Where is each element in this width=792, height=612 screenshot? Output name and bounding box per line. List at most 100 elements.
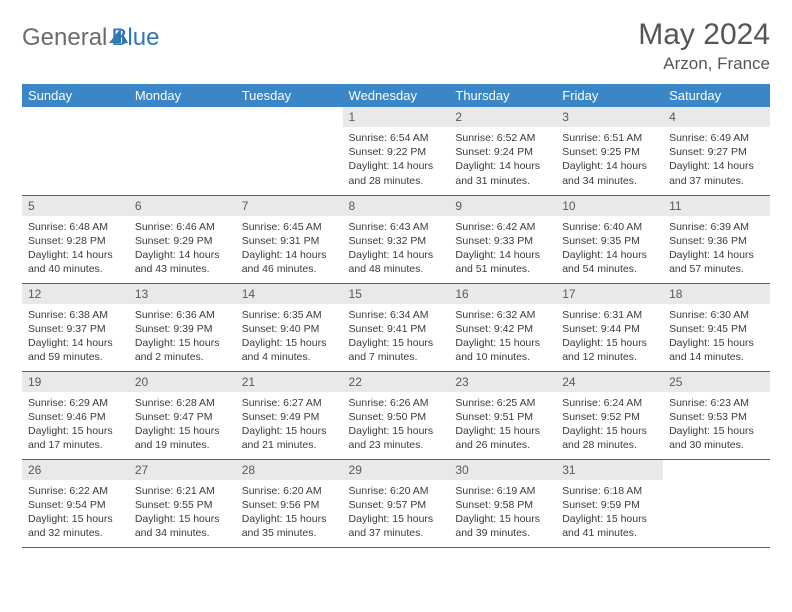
sunset-line: Sunset: 9:22 PM	[349, 145, 444, 159]
calendar-cell: 25Sunrise: 6:23 AMSunset: 9:53 PMDayligh…	[663, 371, 770, 459]
day-number: 24	[556, 372, 663, 392]
calendar-cell: 28Sunrise: 6:20 AMSunset: 9:56 PMDayligh…	[236, 459, 343, 547]
sunset-line: Sunset: 9:59 PM	[562, 498, 657, 512]
day-details: Sunrise: 6:52 AMSunset: 9:24 PMDaylight:…	[449, 127, 556, 194]
day-details: Sunrise: 6:21 AMSunset: 9:55 PMDaylight:…	[129, 480, 236, 547]
calendar-cell: 30Sunrise: 6:19 AMSunset: 9:58 PMDayligh…	[449, 459, 556, 547]
sunrise-line: Sunrise: 6:26 AM	[349, 396, 444, 410]
day-details: Sunrise: 6:54 AMSunset: 9:22 PMDaylight:…	[343, 127, 450, 194]
calendar-cell: 31Sunrise: 6:18 AMSunset: 9:59 PMDayligh…	[556, 459, 663, 547]
day-number: 22	[343, 372, 450, 392]
calendar-cell: 5Sunrise: 6:48 AMSunset: 9:28 PMDaylight…	[22, 195, 129, 283]
sunrise-line: Sunrise: 6:32 AM	[455, 308, 550, 322]
calendar-cell: 3Sunrise: 6:51 AMSunset: 9:25 PMDaylight…	[556, 107, 663, 195]
day-header: Monday	[129, 84, 236, 107]
calendar-row: 1Sunrise: 6:54 AMSunset: 9:22 PMDaylight…	[22, 107, 770, 195]
day-number: 20	[129, 372, 236, 392]
day-number: 26	[22, 460, 129, 480]
calendar-cell: 8Sunrise: 6:43 AMSunset: 9:32 PMDaylight…	[343, 195, 450, 283]
sunrise-line: Sunrise: 6:45 AM	[242, 220, 337, 234]
calendar-cell: 19Sunrise: 6:29 AMSunset: 9:46 PMDayligh…	[22, 371, 129, 459]
day-number: 19	[22, 372, 129, 392]
daylight-line: Daylight: 14 hours and 43 minutes.	[135, 248, 230, 276]
calendar-cell: 4Sunrise: 6:49 AMSunset: 9:27 PMDaylight…	[663, 107, 770, 195]
sunset-line: Sunset: 9:27 PM	[669, 145, 764, 159]
day-details: Sunrise: 6:46 AMSunset: 9:29 PMDaylight:…	[129, 216, 236, 283]
daylight-line: Daylight: 14 hours and 46 minutes.	[242, 248, 337, 276]
calendar-row: 5Sunrise: 6:48 AMSunset: 9:28 PMDaylight…	[22, 195, 770, 283]
sunrise-line: Sunrise: 6:20 AM	[242, 484, 337, 498]
daylight-line: Daylight: 15 hours and 14 minutes.	[669, 336, 764, 364]
daylight-line: Daylight: 15 hours and 39 minutes.	[455, 512, 550, 540]
calendar-cell: 14Sunrise: 6:35 AMSunset: 9:40 PMDayligh…	[236, 283, 343, 371]
calendar-cell: 9Sunrise: 6:42 AMSunset: 9:33 PMDaylight…	[449, 195, 556, 283]
day-number: 21	[236, 372, 343, 392]
day-details: Sunrise: 6:26 AMSunset: 9:50 PMDaylight:…	[343, 392, 450, 459]
calendar-row: 19Sunrise: 6:29 AMSunset: 9:46 PMDayligh…	[22, 371, 770, 459]
day-header: Tuesday	[236, 84, 343, 107]
calendar-cell: 12Sunrise: 6:38 AMSunset: 9:37 PMDayligh…	[22, 283, 129, 371]
day-details: Sunrise: 6:51 AMSunset: 9:25 PMDaylight:…	[556, 127, 663, 194]
day-number: 1	[343, 107, 450, 127]
sunset-line: Sunset: 9:25 PM	[562, 145, 657, 159]
day-details: Sunrise: 6:39 AMSunset: 9:36 PMDaylight:…	[663, 216, 770, 283]
day-details: Sunrise: 6:31 AMSunset: 9:44 PMDaylight:…	[556, 304, 663, 371]
calendar-cell: 18Sunrise: 6:30 AMSunset: 9:45 PMDayligh…	[663, 283, 770, 371]
sunset-line: Sunset: 9:55 PM	[135, 498, 230, 512]
sunrise-line: Sunrise: 6:18 AM	[562, 484, 657, 498]
day-details: Sunrise: 6:23 AMSunset: 9:53 PMDaylight:…	[663, 392, 770, 459]
calendar-cell: 6Sunrise: 6:46 AMSunset: 9:29 PMDaylight…	[129, 195, 236, 283]
calendar-cell: 13Sunrise: 6:36 AMSunset: 9:39 PMDayligh…	[129, 283, 236, 371]
sunrise-line: Sunrise: 6:51 AM	[562, 131, 657, 145]
day-details: Sunrise: 6:27 AMSunset: 9:49 PMDaylight:…	[236, 392, 343, 459]
calendar-body: 1Sunrise: 6:54 AMSunset: 9:22 PMDaylight…	[22, 107, 770, 547]
sunset-line: Sunset: 9:41 PM	[349, 322, 444, 336]
daylight-line: Daylight: 15 hours and 2 minutes.	[135, 336, 230, 364]
sunrise-line: Sunrise: 6:39 AM	[669, 220, 764, 234]
sunset-line: Sunset: 9:47 PM	[135, 410, 230, 424]
day-details: Sunrise: 6:34 AMSunset: 9:41 PMDaylight:…	[343, 304, 450, 371]
title-block: May 2024 Arzon, France	[638, 18, 770, 74]
day-number: 5	[22, 196, 129, 216]
day-number: 12	[22, 284, 129, 304]
sunrise-line: Sunrise: 6:35 AM	[242, 308, 337, 322]
day-details: Sunrise: 6:29 AMSunset: 9:46 PMDaylight:…	[22, 392, 129, 459]
sunset-line: Sunset: 9:24 PM	[455, 145, 550, 159]
daylight-line: Daylight: 15 hours and 34 minutes.	[135, 512, 230, 540]
daylight-line: Daylight: 15 hours and 21 minutes.	[242, 424, 337, 452]
day-number: 28	[236, 460, 343, 480]
sunrise-line: Sunrise: 6:31 AM	[562, 308, 657, 322]
day-number: 6	[129, 196, 236, 216]
sunrise-line: Sunrise: 6:25 AM	[455, 396, 550, 410]
day-details: Sunrise: 6:32 AMSunset: 9:42 PMDaylight:…	[449, 304, 556, 371]
daylight-line: Daylight: 14 hours and 57 minutes.	[669, 248, 764, 276]
calendar-cell: 15Sunrise: 6:34 AMSunset: 9:41 PMDayligh…	[343, 283, 450, 371]
day-number: 31	[556, 460, 663, 480]
daylight-line: Daylight: 15 hours and 10 minutes.	[455, 336, 550, 364]
daylight-line: Daylight: 14 hours and 48 minutes.	[349, 248, 444, 276]
day-number: 17	[556, 284, 663, 304]
day-header: Sunday	[22, 84, 129, 107]
sunrise-line: Sunrise: 6:19 AM	[455, 484, 550, 498]
daylight-line: Daylight: 14 hours and 31 minutes.	[455, 159, 550, 187]
daylight-line: Daylight: 14 hours and 59 minutes.	[28, 336, 123, 364]
daylight-line: Daylight: 14 hours and 28 minutes.	[349, 159, 444, 187]
day-number: 27	[129, 460, 236, 480]
sunrise-line: Sunrise: 6:28 AM	[135, 396, 230, 410]
day-details: Sunrise: 6:43 AMSunset: 9:32 PMDaylight:…	[343, 216, 450, 283]
daylight-line: Daylight: 15 hours and 37 minutes.	[349, 512, 444, 540]
sunset-line: Sunset: 9:51 PM	[455, 410, 550, 424]
brand-text-blue: Blue	[111, 24, 159, 52]
daylight-line: Daylight: 15 hours and 12 minutes.	[562, 336, 657, 364]
sunset-line: Sunset: 9:35 PM	[562, 234, 657, 248]
sunrise-line: Sunrise: 6:34 AM	[349, 308, 444, 322]
calendar-cell: 1Sunrise: 6:54 AMSunset: 9:22 PMDaylight…	[343, 107, 450, 195]
day-details: Sunrise: 6:22 AMSunset: 9:54 PMDaylight:…	[22, 480, 129, 547]
day-number-empty	[236, 107, 343, 127]
daylight-line: Daylight: 15 hours and 4 minutes.	[242, 336, 337, 364]
calendar-cell: 7Sunrise: 6:45 AMSunset: 9:31 PMDaylight…	[236, 195, 343, 283]
calendar-cell: 20Sunrise: 6:28 AMSunset: 9:47 PMDayligh…	[129, 371, 236, 459]
daylight-line: Daylight: 14 hours and 37 minutes.	[669, 159, 764, 187]
sunset-line: Sunset: 9:36 PM	[669, 234, 764, 248]
daylight-line: Daylight: 15 hours and 28 minutes.	[562, 424, 657, 452]
